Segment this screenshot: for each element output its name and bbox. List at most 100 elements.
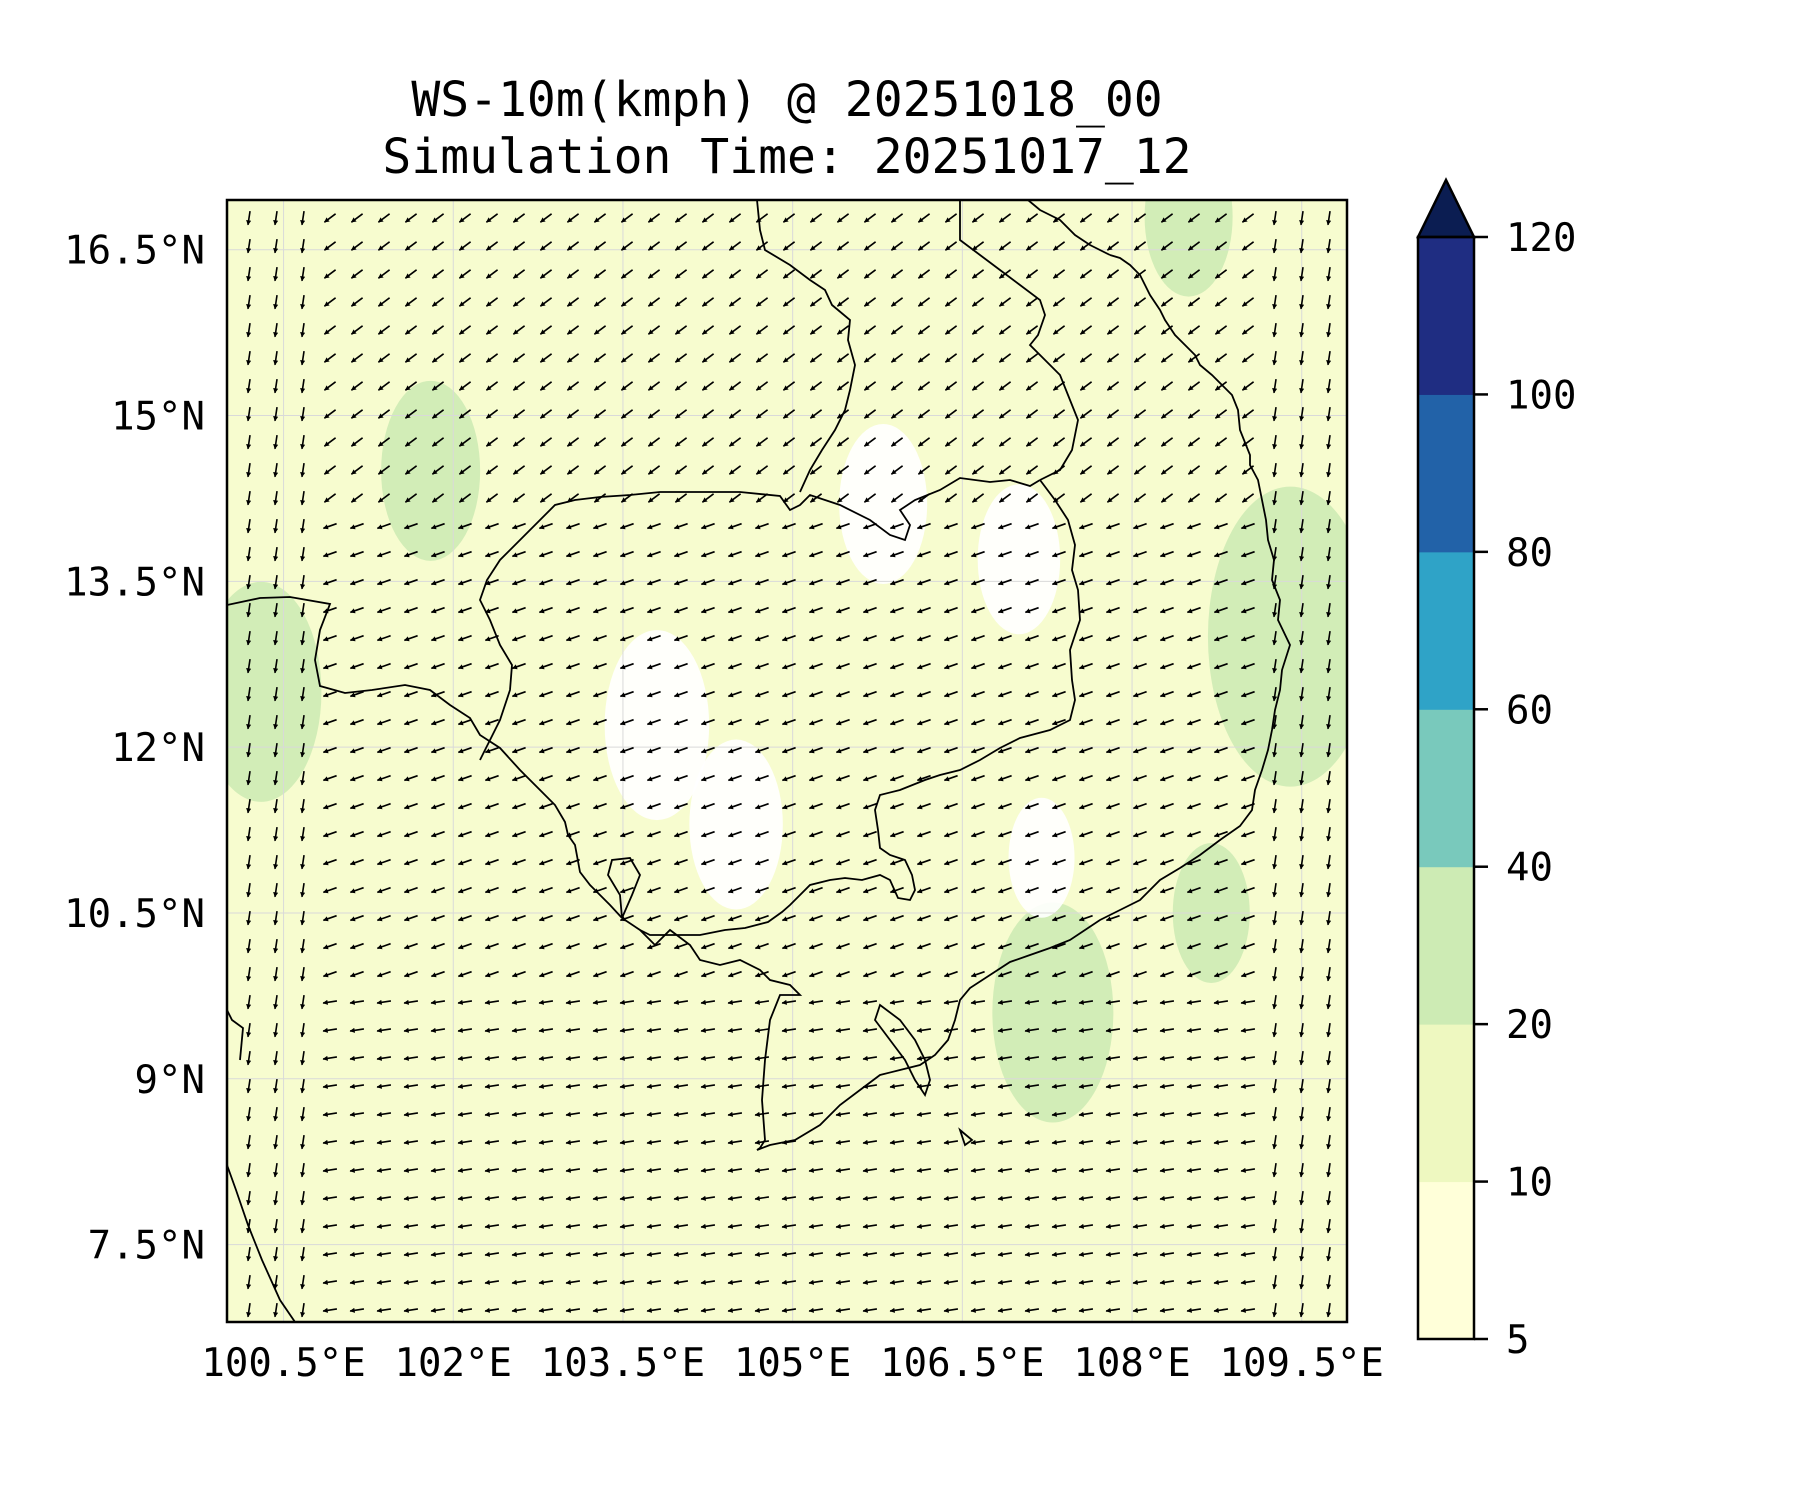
wind-arrow (458, 437, 472, 447)
wind-arrow (273, 686, 279, 702)
wind-arrow (998, 381, 1012, 391)
wind-arrow (1025, 325, 1039, 335)
wind-arrow (1186, 550, 1201, 558)
wind-arrow (1326, 294, 1332, 310)
wind-arrow (1240, 718, 1255, 726)
wind-arrow (944, 437, 958, 447)
wind-arrow (998, 325, 1012, 335)
wind-arrow (755, 269, 769, 279)
wind-arrow (1214, 465, 1228, 475)
wind-arrow (647, 409, 661, 419)
wind-arrow (701, 353, 715, 363)
wind-arrow (1160, 297, 1174, 307)
wind-arrow (863, 297, 877, 307)
wind-arrow (566, 409, 580, 419)
wind-arrow (430, 606, 445, 614)
colorbar-ticks: 5 10 20 40 60 80 100 120 (1474, 216, 1576, 1363)
wind-arrow (755, 297, 769, 307)
wind-arrow (511, 578, 526, 586)
wind-arrow (782, 409, 796, 419)
wind-arrow (1299, 210, 1305, 226)
wind-arrow (917, 269, 931, 279)
wind-arrow (890, 381, 904, 391)
wind-arrow (1186, 578, 1201, 586)
wind-arrow (1326, 322, 1332, 338)
wind-arrow (619, 718, 634, 726)
wind-arrow (727, 662, 742, 670)
wind-arrow (619, 578, 634, 586)
wind-arrow (808, 606, 823, 614)
wind-arrow (971, 353, 985, 363)
wind-arrow (1241, 213, 1255, 223)
wind-arrow (1160, 241, 1174, 251)
wind-arrow (701, 297, 715, 307)
wind-arrow (1272, 350, 1278, 366)
wind-arrow (539, 241, 553, 251)
wind-arrow (781, 606, 796, 614)
wind-arrow (1052, 325, 1066, 335)
lat-tick-label: 9°N (135, 1058, 205, 1103)
wind-arrow (1133, 437, 1147, 447)
wind-arrow (1132, 550, 1147, 558)
wind-arrow (300, 322, 306, 338)
wind-arrow (273, 210, 279, 226)
wind-arrow (620, 493, 634, 503)
cambodia-coast (607, 857, 641, 919)
wind-arrow (1159, 718, 1174, 726)
wind-arrow (1132, 578, 1147, 586)
wind-arrow (863, 353, 877, 363)
wind-arrow (273, 602, 279, 618)
wind-arrow (512, 493, 526, 503)
wind-arrow (1024, 606, 1039, 614)
wind-arrow (673, 606, 688, 614)
lon-tick-label: 100.5°E (201, 1341, 365, 1386)
wind-arrow (1272, 574, 1278, 590)
wind-arrow (457, 718, 472, 726)
wind-arrow (1214, 241, 1228, 251)
wind-arrow (863, 409, 877, 419)
wind-arrow (1025, 381, 1039, 391)
map-area (227, 200, 1347, 1322)
wind-arrow (1326, 630, 1332, 646)
wind-arrow (835, 550, 850, 558)
wind-arrow (323, 269, 337, 279)
wind-arrow (430, 522, 445, 530)
wind-arrow (809, 437, 823, 447)
wind-arrow (1105, 550, 1120, 558)
wind-arrow (889, 550, 904, 558)
wind-arrow (1105, 662, 1120, 670)
wind-arrow (674, 465, 688, 475)
colorbar-tick-label: 40 (1506, 846, 1553, 891)
wind-arrow (404, 465, 418, 475)
wind-speed-region (1008, 797, 1075, 918)
wind-arrow (1272, 406, 1278, 422)
wind-arrow (1133, 353, 1147, 363)
wind-arrow (835, 690, 850, 698)
wind-arrow (1214, 213, 1228, 223)
wind-arrow (863, 493, 877, 503)
wind-arrow (377, 353, 391, 363)
colorbar-tick-label: 5 (1506, 1318, 1529, 1363)
wind-arrow (673, 550, 688, 558)
wind-speed-region (977, 484, 1061, 635)
wind-arrow (565, 718, 580, 726)
wind-arrow (403, 690, 418, 698)
wind-arrow (620, 269, 634, 279)
wind-arrow (1106, 381, 1120, 391)
wind-arrow (593, 465, 607, 475)
wind-arrow (1052, 409, 1066, 419)
wind-arrow (1326, 518, 1332, 534)
wind-arrow (431, 381, 445, 391)
wind-arrow (1078, 606, 1093, 614)
wind-arrow (593, 437, 607, 447)
wind-arrow (971, 297, 985, 307)
wind-arrow (538, 662, 553, 670)
coast-islands-south (958, 1127, 974, 1147)
wind-arrow (754, 606, 769, 614)
wind-arrow (970, 606, 985, 614)
wind-arrow (1186, 662, 1201, 670)
wind-arrow (674, 437, 688, 447)
wind-arrow (485, 213, 499, 223)
wind-arrow (646, 550, 661, 558)
